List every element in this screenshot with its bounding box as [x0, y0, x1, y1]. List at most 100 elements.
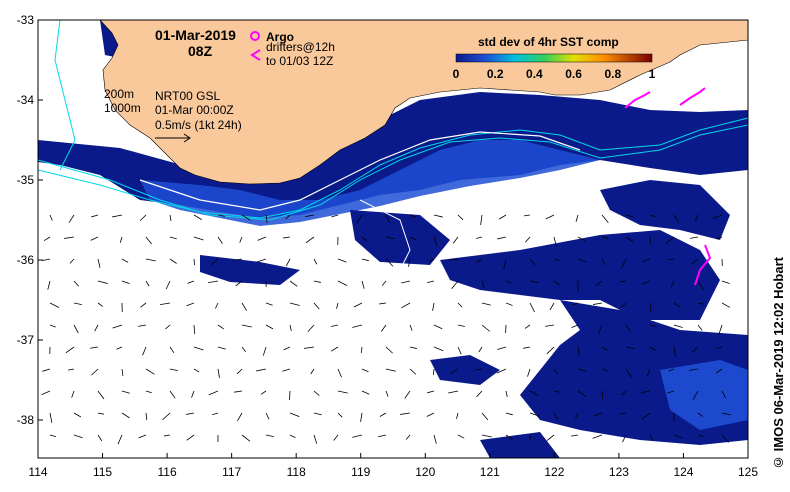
current-arrow [385, 390, 389, 397]
current-source: NRT00 GSL [155, 89, 220, 103]
current-arrow [385, 346, 393, 354]
current-arrow [529, 258, 536, 266]
current-arrow [90, 346, 99, 349]
current-arrow [575, 214, 579, 222]
current-arrow [673, 214, 680, 223]
current-arrow [649, 324, 656, 328]
axes: 114 115 116 117 118 119 120 121 122 123 124 125 -33 -… [17, 13, 759, 479]
current-arrow [649, 214, 656, 218]
current-arrow [478, 346, 483, 353]
current-arrow [142, 346, 147, 356]
current-arrow [456, 412, 459, 419]
current-arrow [400, 412, 411, 415]
argo-icon [250, 31, 260, 41]
current-arrow [145, 390, 152, 394]
current-arrow [690, 258, 699, 265]
current-arrow [427, 390, 435, 394]
current-arrow [621, 390, 627, 396]
current-arrow [601, 346, 608, 351]
current-arrow [210, 258, 219, 266]
current-arrow [649, 346, 657, 351]
current-arrow [169, 258, 177, 264]
current-arrow [721, 302, 731, 308]
current-arrow [601, 236, 608, 239]
current-arrow [145, 258, 156, 262]
current-arrow [475, 368, 483, 371]
current-arrow [622, 434, 627, 443]
current-arrow [305, 236, 315, 244]
current-arrow [260, 390, 267, 395]
argo-label: Argo [266, 30, 294, 44]
current-arrow [117, 434, 123, 445]
y-tick-label: -38 [17, 413, 35, 427]
current-arrow [457, 214, 464, 221]
current-arrow [361, 280, 365, 289]
current-arrow [545, 214, 555, 220]
current-arrow [571, 434, 579, 437]
current-arrow [331, 324, 339, 327]
current-arrow [65, 346, 75, 354]
current-arrow [212, 412, 219, 416]
current-arrow [191, 390, 195, 398]
current-arrow [353, 302, 363, 308]
current-arrow [121, 258, 129, 263]
current-arrow [620, 302, 627, 308]
current-arrow [313, 434, 318, 444]
current-arrow [641, 412, 651, 420]
current-arrow [352, 324, 363, 328]
current-arrow [47, 280, 51, 290]
drifter-track [694, 244, 712, 286]
current-arrow [337, 258, 347, 263]
current-arrow [193, 368, 200, 373]
current-arrow [529, 302, 535, 313]
current-arrow [304, 346, 315, 349]
current-arrow [237, 412, 243, 421]
current-arrow [305, 214, 315, 218]
current-arrow [283, 346, 291, 351]
current-arrow [289, 390, 291, 401]
current-arrow [336, 302, 339, 309]
current-arrow [716, 346, 723, 349]
current-arrow [481, 302, 491, 306]
current-arrow [529, 280, 539, 284]
current-arrow [49, 214, 53, 221]
current-arrow [457, 434, 465, 439]
current-arrow [239, 236, 243, 243]
current-arrow [145, 236, 152, 245]
current-arrow [577, 390, 587, 397]
colorbar-tick-label: 0.4 [526, 67, 543, 81]
current-arrow [145, 412, 148, 420]
current-arrow [378, 434, 387, 438]
current-arrow [481, 412, 489, 421]
current-arrow [313, 302, 320, 310]
current-arrow [42, 368, 51, 372]
current-arrow [145, 368, 155, 375]
current-arrow [619, 412, 627, 415]
current-arrow [217, 236, 223, 244]
current-arrow [694, 214, 699, 222]
current-arrow [668, 258, 675, 261]
current-arrow [697, 302, 704, 305]
current-arrow [457, 302, 463, 308]
current-arrow [361, 390, 370, 395]
current-arrow [646, 368, 651, 377]
current-arrow [527, 368, 531, 377]
x-tick-label: 117 [222, 465, 241, 479]
current-arrow [450, 368, 459, 375]
current-arrow [668, 368, 675, 372]
drifter-tracks [624, 87, 712, 286]
credit-label: © IMOS 06-Mar-2019 12:02 Hobart [771, 257, 786, 470]
drifter-icon [250, 49, 261, 61]
current-arrow [601, 368, 609, 372]
current-arrow [433, 236, 438, 247]
current-arrow [193, 236, 204, 241]
current-arrow [73, 434, 83, 439]
colorbar-tick-label: 0.8 [604, 67, 621, 81]
current-scale: 0.5m/s (1kt 24h) [155, 118, 242, 132]
current-arrow [337, 280, 348, 286]
current-arrow [505, 302, 513, 306]
current-arrow [497, 236, 507, 240]
current-arrow [595, 280, 603, 287]
current-arrow [331, 214, 339, 218]
